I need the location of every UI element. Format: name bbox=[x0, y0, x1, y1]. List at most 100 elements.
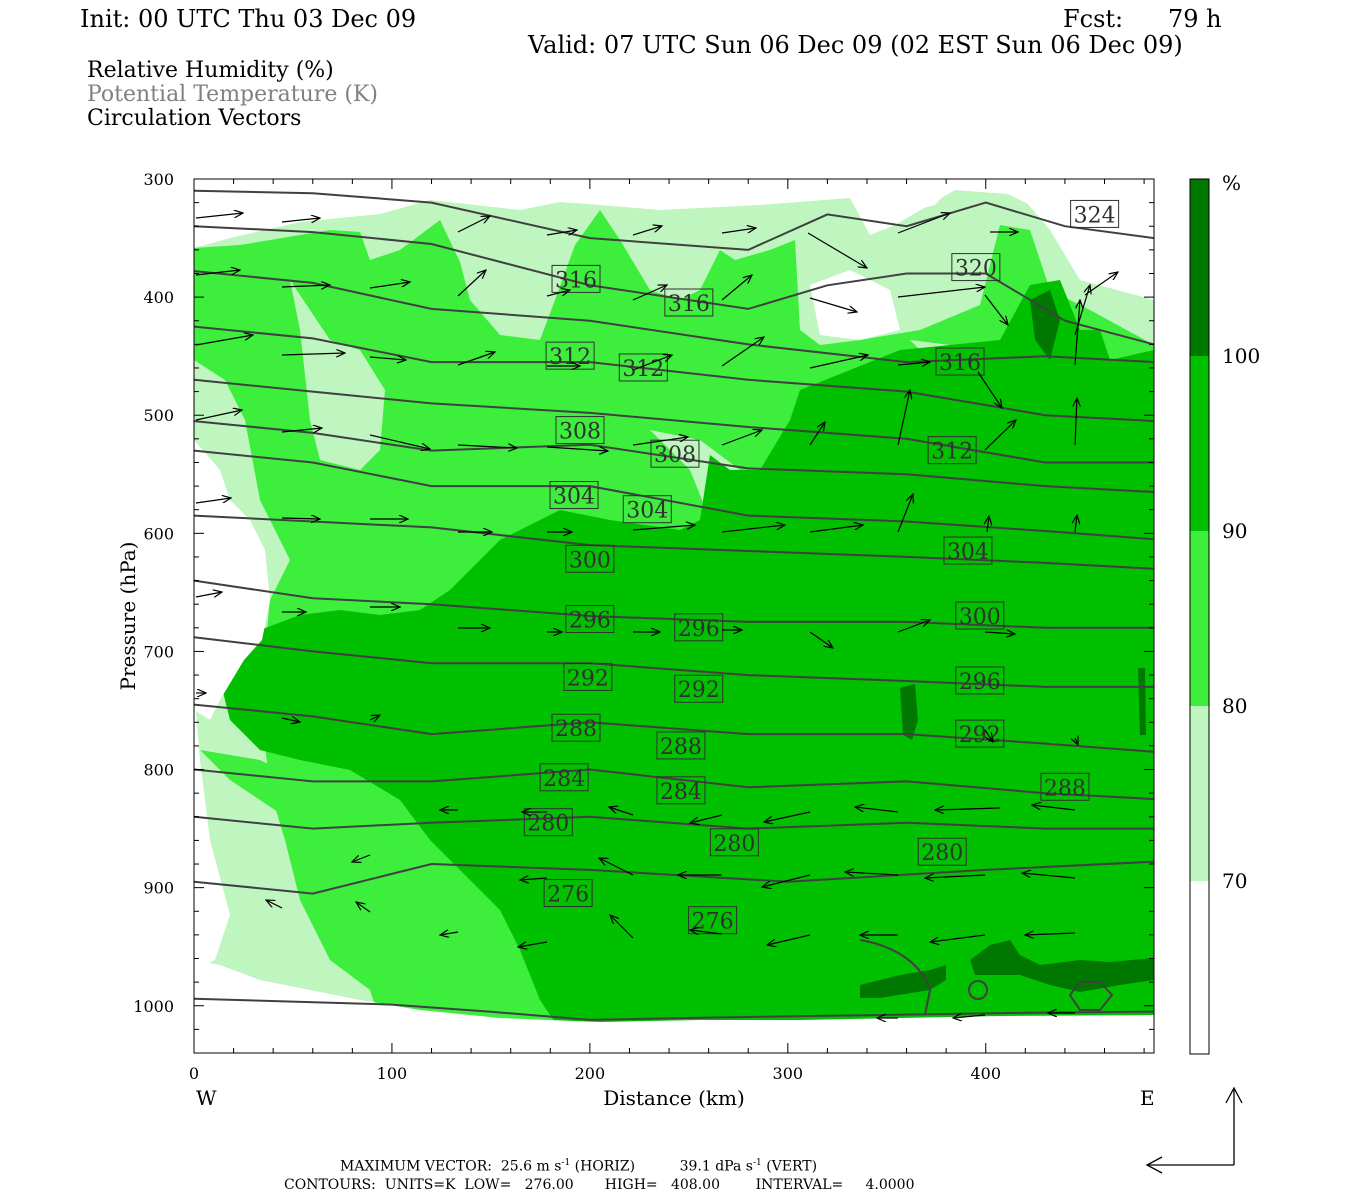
x-axis-label: Distance (km) bbox=[603, 1086, 745, 1110]
x-tick-label: 300 bbox=[773, 1064, 804, 1083]
colorbar-band-90 bbox=[1190, 356, 1209, 531]
theta-label: 296 bbox=[955, 666, 1005, 695]
theta-label-text: 292 bbox=[567, 666, 609, 691]
colorbar-label: 70 bbox=[1222, 869, 1247, 893]
theta-label: 304 bbox=[622, 495, 672, 524]
theta-label-text: 284 bbox=[543, 767, 585, 792]
colorbar-band-70 bbox=[1190, 706, 1209, 881]
theta-label-text: 304 bbox=[947, 540, 989, 565]
circulation-vectors bbox=[195, 213, 1118, 1018]
colorbar-band-100 bbox=[1190, 179, 1209, 356]
colorbar-band-low bbox=[1190, 881, 1209, 1054]
theta-contour-line bbox=[194, 449, 1154, 541]
theta-label-text: 280 bbox=[921, 841, 963, 866]
y-tick-label: 400 bbox=[143, 288, 174, 307]
theta-label: 304 bbox=[943, 536, 993, 565]
theta-label: 288 bbox=[1040, 772, 1090, 801]
theta-label: 312 bbox=[618, 353, 668, 382]
field-potential-temperature: Potential Temperature (K) bbox=[87, 82, 378, 107]
theta-label-text: 316 bbox=[939, 351, 981, 376]
theta-label: 320 bbox=[951, 253, 1001, 282]
theta-contour-line bbox=[194, 768, 1154, 801]
theta-label-text: 288 bbox=[1044, 776, 1086, 801]
theta-label-text: 316 bbox=[668, 292, 710, 317]
theta-label-text: 304 bbox=[626, 499, 668, 524]
theta-label: 316 bbox=[664, 288, 714, 317]
theta-label-text: 296 bbox=[569, 609, 611, 634]
y-tick-label: 800 bbox=[143, 761, 174, 780]
x-tick-label: 0 bbox=[189, 1064, 199, 1083]
theta-label-text: 280 bbox=[527, 812, 569, 837]
reference-vector-icon bbox=[1145, 1086, 1243, 1174]
x-tick-label: 200 bbox=[575, 1064, 606, 1083]
field-relative-humidity: Relative Humidity (%) bbox=[87, 58, 334, 83]
theta-label: 296 bbox=[674, 613, 724, 642]
theta-label: 280 bbox=[709, 828, 759, 857]
theta-label-text: 324 bbox=[1074, 203, 1116, 228]
theta-label: 312 bbox=[927, 436, 977, 465]
theta-label: 292 bbox=[563, 662, 613, 691]
theta-label: 292 bbox=[955, 719, 1005, 748]
theta-label-text: 304 bbox=[553, 485, 595, 510]
theta-label: 304 bbox=[549, 481, 599, 510]
theta-label-text: 316 bbox=[555, 268, 597, 293]
theta-label-text: 284 bbox=[660, 780, 702, 805]
theta-label: 324 bbox=[1070, 199, 1120, 228]
theta-label-text: 280 bbox=[713, 832, 755, 857]
max-vector-note: MAXIMUM VECTOR: 25.6 m s-1 (HORIZ) 39.1 … bbox=[340, 1158, 818, 1175]
theta-contour-line bbox=[194, 579, 1154, 629]
theta-label: 276 bbox=[688, 906, 738, 935]
theta-label: 300 bbox=[955, 601, 1005, 630]
theta-label-text: 296 bbox=[678, 617, 720, 642]
theta-label: 288 bbox=[656, 731, 706, 760]
y-tick-label: 300 bbox=[143, 170, 174, 189]
theta-label-text: 292 bbox=[678, 678, 720, 703]
x-tick-label: 400 bbox=[970, 1064, 1001, 1083]
theta-label: 288 bbox=[551, 713, 601, 742]
theta-label-text: 308 bbox=[559, 420, 601, 445]
colorbar-band-80 bbox=[1190, 531, 1209, 706]
field-circulation-vectors: Circulation Vectors bbox=[87, 106, 302, 131]
theta-label: 296 bbox=[565, 605, 615, 634]
west-label: W bbox=[196, 1086, 217, 1110]
theta-contour-line bbox=[194, 860, 1154, 895]
theta-label-text: 292 bbox=[959, 723, 1001, 748]
theta-contour-line bbox=[194, 514, 1154, 570]
y-tick-label: 700 bbox=[143, 642, 174, 661]
y-tick-label: 600 bbox=[143, 524, 174, 543]
theta-label-text: 288 bbox=[555, 717, 597, 742]
rh-fill-layer bbox=[194, 179, 1154, 1053]
colorbar-label: 100 bbox=[1222, 344, 1260, 368]
theta-label-text: 300 bbox=[569, 548, 611, 573]
y-axis-label: Pressure (hPa) bbox=[116, 542, 140, 691]
forecast-label: Fcst: bbox=[1063, 5, 1124, 33]
theta-contours bbox=[194, 189, 1154, 1021]
colorbar-label: 90 bbox=[1222, 519, 1247, 543]
theta-contour-line bbox=[194, 325, 1154, 423]
theta-label: 292 bbox=[674, 674, 724, 703]
east-label: E bbox=[1140, 1086, 1155, 1110]
theta-contour-line bbox=[194, 420, 1154, 493]
axes: 0 100 200 300 400 300 400 500 600 700 800 900 1000 Di… bbox=[116, 170, 1260, 1110]
theta-label-text: 312 bbox=[931, 440, 973, 465]
forecast-hours: 79 h bbox=[1168, 5, 1222, 33]
theta-label: 284 bbox=[656, 776, 706, 805]
init-time: Init: 00 UTC Thu 03 Dec 09 bbox=[80, 5, 417, 33]
colorbar bbox=[1189, 178, 1210, 1055]
rh-100-region bbox=[860, 965, 946, 998]
y-tick-label: 900 bbox=[143, 879, 174, 898]
theta-contour-line bbox=[194, 815, 1154, 830]
y-tick-label: 1000 bbox=[133, 997, 174, 1016]
theta-label: 276 bbox=[543, 879, 593, 908]
theta-contour-line bbox=[194, 270, 1154, 364]
theta-label: 316 bbox=[935, 347, 985, 376]
theta-label-text: 308 bbox=[654, 443, 696, 468]
colorbar-unit: % bbox=[1222, 171, 1241, 195]
theta-label: 300 bbox=[565, 544, 615, 573]
theta-contour-line bbox=[194, 378, 1154, 464]
theta-label-text: 288 bbox=[660, 735, 702, 760]
valid-time: Valid: 07 UTC Sun 06 Dec 09 (02 EST Sun … bbox=[528, 31, 1183, 59]
theta-label: 280 bbox=[917, 837, 967, 866]
